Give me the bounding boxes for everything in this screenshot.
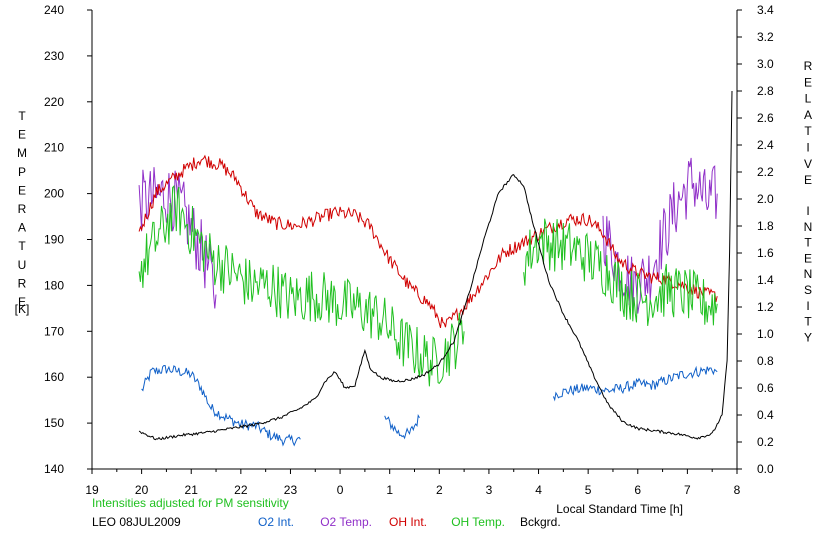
right-axis-letter: I (806, 204, 809, 218)
x-tick-label: 22 (234, 483, 248, 497)
left-axis-letter: A (18, 221, 26, 235)
x-tick-label: 1 (386, 483, 393, 497)
x-tick-label: 0 (337, 483, 344, 497)
right-axis-letter: A (804, 108, 812, 122)
right-axis-letter: R (804, 59, 813, 73)
left-axis-letter: E (18, 128, 26, 142)
right-axis-letter: Y (804, 330, 812, 344)
legend-entry: OH Temp. (451, 515, 505, 529)
series-line-o2-temp (138, 167, 217, 309)
right-axis-letter: E (804, 251, 812, 265)
right-tick-label: 2.0 (757, 192, 774, 206)
right-tick-label: 1.4 (757, 273, 774, 287)
series-line-oh-temp (523, 218, 718, 326)
left-axis-letter: R (18, 276, 27, 290)
left-axis-letter: T (18, 239, 26, 253)
right-tick-label: 1.0 (757, 327, 774, 341)
right-axis-letter: I (806, 141, 809, 155)
right-tick-label: 1.6 (757, 246, 774, 260)
legend-entry: O2 Temp. (320, 515, 372, 529)
left-tick-label: 180 (44, 278, 64, 292)
left-axis-letter: T (18, 109, 26, 123)
right-axis-letter: N (804, 220, 813, 234)
left-axis-letter: M (17, 146, 27, 160)
left-axis-letter: E (18, 183, 26, 197)
x-tick-label: 3 (486, 483, 493, 497)
series-line-oh-temp (138, 185, 465, 387)
right-axis-letter: T (804, 236, 812, 250)
series-line-o2-int (384, 413, 420, 440)
left-axis-letter: E (18, 295, 26, 309)
right-axis-letter: V (804, 157, 812, 171)
series-line-bckgrd (138, 90, 733, 441)
left-tick-label: 210 (44, 141, 64, 155)
x-tick-label: 19 (85, 483, 99, 497)
right-axis-letter: N (804, 267, 813, 281)
left-tick-label: 220 (44, 95, 64, 109)
left-tick-label: 230 (44, 49, 64, 63)
right-tick-label: 2.6 (757, 111, 774, 125)
right-axis-letter: S (804, 283, 812, 297)
right-axis-letter: T (804, 315, 812, 329)
right-tick-label: 1.8 (757, 219, 774, 233)
right-tick-label: 2.4 (757, 138, 774, 152)
x-tick-label: 4 (535, 483, 542, 497)
right-tick-label: 2.2 (757, 165, 774, 179)
site-date: LEO 08JUL2009 (92, 515, 181, 529)
left-tick-label: 200 (44, 187, 64, 201)
legend-entry: Bckgrd. (520, 515, 561, 529)
sensitivity-note: Intensities adjusted for PM sensitivity (92, 496, 289, 510)
left-tick-label: 160 (44, 370, 64, 384)
series-line-o2-int (141, 364, 301, 447)
right-tick-label: 0.4 (757, 408, 774, 422)
right-axis-letter: E (804, 75, 812, 89)
right-tick-label: 0.6 (757, 381, 774, 395)
x-tick-label: 8 (734, 483, 741, 497)
x-tick-label: 21 (185, 483, 199, 497)
series-line-oh-int (138, 154, 718, 329)
left-tick-label: 170 (44, 324, 64, 338)
right-tick-label: 1.2 (757, 300, 774, 314)
right-axis-letter: T (804, 124, 812, 138)
right-tick-label: 0.0 (757, 462, 774, 476)
left-axis-letter: P (18, 165, 26, 179)
x-tick-label: 23 (284, 483, 298, 497)
right-axis-letter: I (806, 299, 809, 313)
x-tick-label: 6 (634, 483, 641, 497)
left-tick-label: 190 (44, 233, 64, 247)
right-tick-label: 2.8 (757, 84, 774, 98)
right-tick-label: 3.0 (757, 57, 774, 71)
right-axis-letter: L (805, 92, 812, 106)
x-axis-label: Local Standard Time [h] (556, 502, 683, 516)
right-tick-label: 0.2 (757, 435, 774, 449)
left-tick-label: 240 (44, 3, 64, 17)
axes (87, 9, 742, 474)
right-axis-letter: E (804, 173, 812, 187)
right-tick-label: 3.4 (757, 3, 774, 17)
left-axis-unit: [K] (15, 302, 30, 316)
left-axis-letter: R (18, 202, 27, 216)
legend-entry: OH Int. (389, 515, 427, 529)
series-line-o2-int (552, 365, 718, 402)
right-tick-label: 3.2 (757, 30, 774, 44)
right-tick-label: 0.8 (757, 354, 774, 368)
x-tick-label: 2 (436, 483, 443, 497)
x-tick-label: 20 (135, 483, 149, 497)
left-axis-letter: U (18, 258, 27, 272)
x-tick-label: 5 (585, 483, 592, 497)
series-layer (138, 90, 733, 447)
legend-entry: O2 Int. (258, 515, 294, 529)
x-tick-label: 7 (684, 483, 691, 497)
left-tick-label: 150 (44, 416, 64, 430)
left-tick-label: 140 (44, 462, 64, 476)
labels: 1401501601701801902002102202302400.00.20… (15, 3, 813, 529)
